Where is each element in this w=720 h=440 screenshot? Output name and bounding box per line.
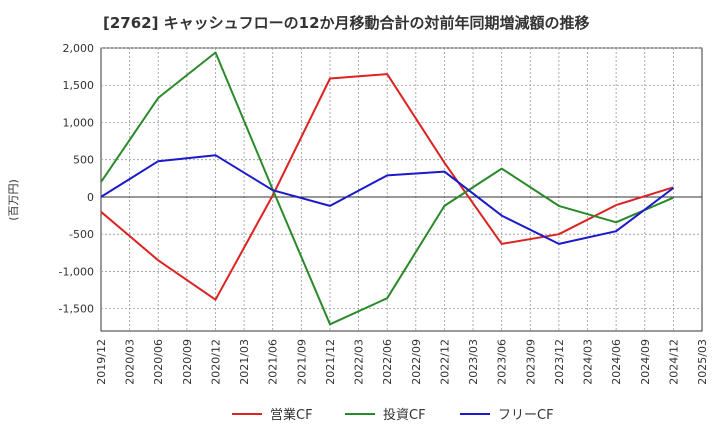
legend-label: 営業CF	[270, 407, 313, 423]
x-tick-label: 2020/03	[124, 339, 137, 385]
chart-title: [2762] キャッシュフローの12か月移動合計の対前年同期増減額の推移	[103, 14, 590, 32]
x-tick-label: 2021/06	[267, 339, 280, 385]
x-tick-label: 2020/09	[181, 339, 194, 385]
plot-border	[100, 47, 703, 332]
legend-label: 投資CF	[383, 407, 426, 423]
x-tick-label: 2021/09	[295, 339, 308, 385]
y-tick-label: 1,500	[63, 79, 95, 92]
x-tick-label: 2019/12	[95, 339, 108, 385]
x-tick-label: 2022/06	[381, 339, 394, 385]
legend-label: フリーCF	[498, 408, 554, 423]
y-axis-ticks: 2,000 1,500 1,000 500 0 -500 -1,000 -1,500	[59, 42, 94, 316]
x-tick-label: 2023/06	[496, 339, 509, 385]
x-tick-label: 2021/12	[324, 339, 337, 385]
x-tick-label: 2020/12	[209, 339, 222, 385]
y-tick-label: -1,000	[59, 265, 94, 278]
x-tick-label: 2024/09	[639, 339, 652, 385]
y-tick-label: 1,000	[63, 116, 95, 129]
y-tick-label: 2,000	[63, 42, 95, 55]
x-tick-label: 2021/03	[238, 339, 251, 385]
y-axis-label: (百万円)	[7, 179, 20, 221]
y-tick-label: -1,500	[59, 303, 94, 316]
x-tick-label: 2022/09	[410, 339, 423, 385]
series-lines	[100, 51, 675, 326]
y-tick-label: 0	[87, 191, 94, 204]
plot-area	[100, 47, 703, 332]
y-tick-label: 500	[73, 154, 94, 167]
series-line-営業CF	[100, 73, 674, 301]
series-line-投資CF	[100, 51, 674, 326]
x-tick-label: 2023/12	[553, 339, 566, 385]
x-tick-label: 2025/03	[696, 339, 709, 385]
x-tick-label: 2024/12	[667, 339, 680, 385]
x-tick-label: 2023/03	[467, 339, 480, 385]
x-tick-label: 2024/06	[610, 339, 623, 385]
grid-lines	[101, 47, 702, 331]
x-tick-label: 2020/06	[152, 339, 165, 385]
x-tick-label: 2022/03	[353, 339, 366, 385]
x-axis-ticks: 2019/12 2020/03 2020/06 2020/09 2020/12 2021/…	[95, 339, 709, 385]
x-tick-label: 2023/09	[524, 339, 537, 385]
legend: 営業CF 投資CF フリーCF	[232, 407, 554, 423]
y-tick-label: -500	[69, 228, 94, 241]
x-tick-label: 2024/03	[582, 339, 595, 385]
series-line-フリーCF	[100, 154, 675, 245]
x-tick-label: 2022/12	[438, 339, 451, 385]
